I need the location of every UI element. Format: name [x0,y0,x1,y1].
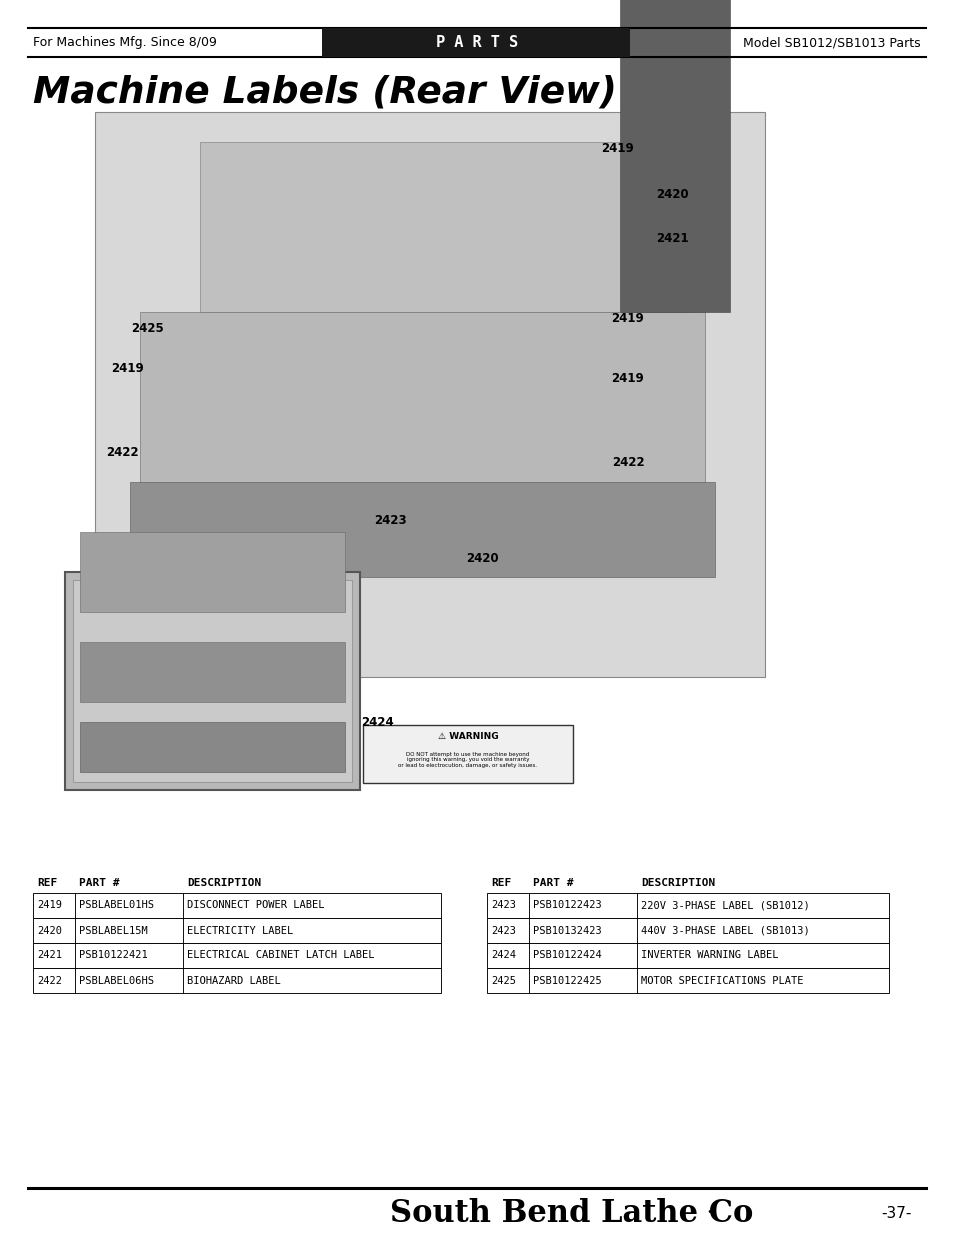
Bar [322,28,629,57]
Text: PSBLABEL15M: PSBLABEL15M [79,925,148,935]
Bar [33,944,440,968]
Text: REF: REF [491,878,511,888]
Text: 2419: 2419 [611,372,643,384]
Text: DO NOT attempt to use the machine beyond
ignoring this warning, you void the war: DO NOT attempt to use the machine beyond… [398,752,537,768]
Text: 2425: 2425 [132,321,164,335]
Text: .: . [705,1199,712,1216]
Text: South Bend Lathe Co: South Bend Lathe Co [390,1198,753,1229]
Text: 2419: 2419 [611,311,643,325]
Bar [363,725,573,783]
Text: For Machines Mfg. Since 8/09: For Machines Mfg. Since 8/09 [33,36,216,49]
Text: DESCRIPTION: DESCRIPTION [187,878,261,888]
Text: DISCONNECT POWER LABEL: DISCONNECT POWER LABEL [187,900,324,910]
Bar [140,312,704,492]
Text: 2423: 2423 [374,514,406,526]
Text: Model SB1012/SB1013 Parts: Model SB1012/SB1013 Parts [742,36,920,49]
Text: 2420: 2420 [37,925,62,935]
Text: PART #: PART # [533,878,573,888]
Text: 2420: 2420 [655,189,688,201]
Text: PART #: PART # [79,878,119,888]
Bar [95,112,764,677]
Bar [200,142,689,312]
Text: BIOHAZARD LABEL: BIOHAZARD LABEL [187,976,280,986]
Text: 2424: 2424 [361,715,394,729]
Text: 2422: 2422 [106,446,138,458]
Bar [486,944,888,968]
Text: ELECTRICAL CABINET LATCH LABEL: ELECTRICAL CABINET LATCH LABEL [187,951,375,961]
Bar [486,968,888,993]
Text: ELECTRICITY LABEL: ELECTRICITY LABEL [187,925,293,935]
Text: ⚠ WARNING: ⚠ WARNING [437,731,497,741]
Text: PSB10122424: PSB10122424 [533,951,601,961]
Text: 2422: 2422 [611,456,643,468]
Bar [80,722,345,772]
Text: MOTOR SPECIFICATIONS PLATE: MOTOR SPECIFICATIONS PLATE [640,976,802,986]
Text: REF: REF [37,878,57,888]
Text: PSBLABEL01HS: PSBLABEL01HS [79,900,153,910]
Text: PSB10122423: PSB10122423 [533,900,601,910]
Text: PSBLABEL06HS: PSBLABEL06HS [79,976,153,986]
Text: 2422: 2422 [37,976,62,986]
Text: PSB10132423: PSB10132423 [533,925,601,935]
Text: 2419: 2419 [37,900,62,910]
Text: 2423: 2423 [491,900,516,910]
Text: 2421: 2421 [37,951,62,961]
Text: P A R T S: P A R T S [436,35,517,49]
Bar [80,532,345,613]
Text: 2425: 2425 [491,976,516,986]
Bar [619,0,729,312]
Text: 2424: 2424 [491,951,516,961]
Text: DESCRIPTION: DESCRIPTION [640,878,715,888]
Text: 2420: 2420 [465,552,497,564]
Text: PSB10122421: PSB10122421 [79,951,148,961]
Text: 2419: 2419 [601,142,634,154]
Bar [73,580,352,782]
Bar [33,918,440,944]
Text: 2423: 2423 [491,925,516,935]
Text: 440V 3-PHASE LABEL (SB1013): 440V 3-PHASE LABEL (SB1013) [640,925,809,935]
Text: 220V 3-PHASE LABEL (SB1012): 220V 3-PHASE LABEL (SB1012) [640,900,809,910]
Text: INVERTER WARNING LABEL: INVERTER WARNING LABEL [640,951,778,961]
Bar [33,893,440,918]
Text: 2421: 2421 [655,231,688,245]
Text: Machine Labels (Rear View): Machine Labels (Rear View) [33,75,617,111]
Bar [486,893,888,918]
Text: 2419: 2419 [112,362,144,374]
Text: PSB10122425: PSB10122425 [533,976,601,986]
Bar [80,642,345,701]
Bar [33,968,440,993]
Bar [65,572,359,790]
Text: -37-: -37- [881,1205,911,1220]
Bar [486,918,888,944]
Bar [130,482,714,577]
